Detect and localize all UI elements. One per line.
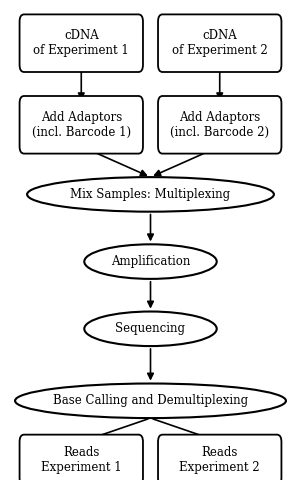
Text: cDNA
of Experiment 2: cDNA of Experiment 2 [172, 29, 268, 57]
Ellipse shape [15, 384, 286, 418]
Ellipse shape [84, 312, 217, 346]
Text: Add Adaptors
(incl. Barcode 2): Add Adaptors (incl. Barcode 2) [170, 111, 269, 139]
Text: cDNA
of Experiment 1: cDNA of Experiment 1 [33, 29, 129, 57]
FancyBboxPatch shape [20, 96, 143, 154]
FancyBboxPatch shape [158, 14, 281, 72]
Text: Amplification: Amplification [111, 255, 190, 268]
Text: Mix Samples: Multiplexing: Mix Samples: Multiplexing [70, 188, 231, 201]
Text: Add Adaptors
(incl. Barcode 1): Add Adaptors (incl. Barcode 1) [32, 111, 131, 139]
FancyBboxPatch shape [158, 435, 281, 480]
FancyBboxPatch shape [158, 96, 281, 154]
FancyBboxPatch shape [20, 14, 143, 72]
FancyBboxPatch shape [20, 435, 143, 480]
Ellipse shape [84, 244, 217, 279]
Text: Reads
Experiment 1: Reads Experiment 1 [41, 446, 122, 474]
Text: Sequencing: Sequencing [116, 322, 185, 336]
Text: Base Calling and Demultiplexing: Base Calling and Demultiplexing [53, 394, 248, 408]
Ellipse shape [27, 177, 274, 212]
Text: Reads
Experiment 2: Reads Experiment 2 [179, 446, 260, 474]
